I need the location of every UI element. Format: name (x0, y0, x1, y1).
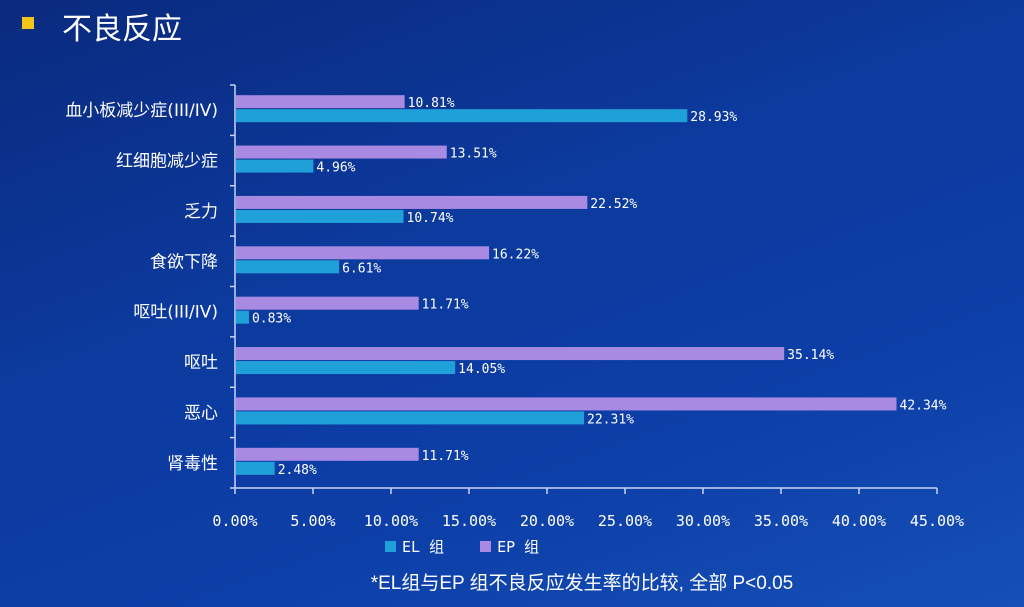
x-tick-label: 40.00% (832, 512, 886, 530)
data-label-ep: 11.71% (422, 449, 469, 464)
x-tick-label: 30.00% (676, 512, 730, 530)
bar-ep (236, 246, 490, 260)
x-tick-label: 20.00% (520, 512, 574, 530)
x-tick-label: 15.00% (442, 512, 496, 530)
x-tick-label: 35.00% (754, 512, 808, 530)
x-tick-label: 0.00% (212, 512, 257, 530)
data-label-ep: 10.81% (408, 96, 455, 111)
data-label-el: 28.93% (690, 110, 737, 125)
legend-item-el: EL 组 (385, 536, 444, 557)
bar-ep (236, 347, 785, 361)
legend-swatch-ep (480, 541, 492, 552)
data-label-el: 6.61% (342, 261, 381, 276)
data-label-ep: 16.22% (492, 247, 539, 262)
slide-title: 不良反应 (62, 12, 182, 47)
x-tick-label: 25.00% (598, 512, 652, 530)
bar-ep (236, 195, 588, 209)
bar-ep (236, 145, 447, 159)
data-label-el: 14.05% (458, 362, 505, 377)
x-tick-label: 45.00% (910, 512, 964, 530)
data-label-ep: 13.51% (450, 147, 497, 162)
legend-swatch-el (385, 541, 396, 552)
legend-item-ep: EP 组 (480, 536, 539, 557)
category-label: 乏力 (184, 202, 218, 222)
bar-el (236, 209, 404, 223)
bar-el (236, 310, 249, 324)
data-label-ep: 11.71% (422, 298, 469, 313)
bar-ep (236, 95, 405, 109)
bar-el (236, 109, 688, 123)
x-tick-label: 5.00% (290, 512, 335, 530)
data-label-el: 22.31% (587, 412, 634, 427)
data-label-el: 0.83% (252, 312, 291, 327)
data-label-el: 2.48% (278, 463, 317, 478)
category-label: 肾毒性 (167, 454, 218, 474)
category-label: 食欲下降 (150, 252, 218, 272)
data-label-ep: 42.34% (900, 398, 947, 413)
bar-el (236, 361, 456, 375)
title-bullet-icon (22, 17, 34, 29)
bar-el (236, 159, 314, 173)
data-label-el: 4.96% (316, 161, 355, 176)
bar-el (236, 411, 585, 425)
category-label: 呕吐(III/IV) (133, 303, 218, 323)
category-label: 血小板减少症(III/IV) (65, 101, 218, 121)
data-label-ep: 35.14% (787, 348, 834, 363)
category-label: 恶心 (184, 403, 218, 423)
bar-el (236, 461, 275, 475)
footnote: *EL组与EP 组不良反应发生率的比较, 全部 P<0.05 (370, 573, 794, 594)
bar-el (236, 260, 340, 274)
legend-label-ep: EP 组 (497, 538, 540, 556)
bar-ep (236, 296, 419, 310)
legend: EL 组 EP 组 (385, 536, 539, 557)
bar-ep (236, 447, 419, 461)
data-label-ep: 22.52% (590, 197, 637, 212)
category-label: 红细胞减少症 (116, 152, 218, 172)
x-tick-label: 10.00% (364, 512, 418, 530)
bar-ep (236, 397, 897, 411)
legend-label-el: EL 组 (402, 538, 445, 556)
category-label: 呕吐 (184, 353, 218, 373)
data-label-el: 10.74% (407, 211, 454, 226)
